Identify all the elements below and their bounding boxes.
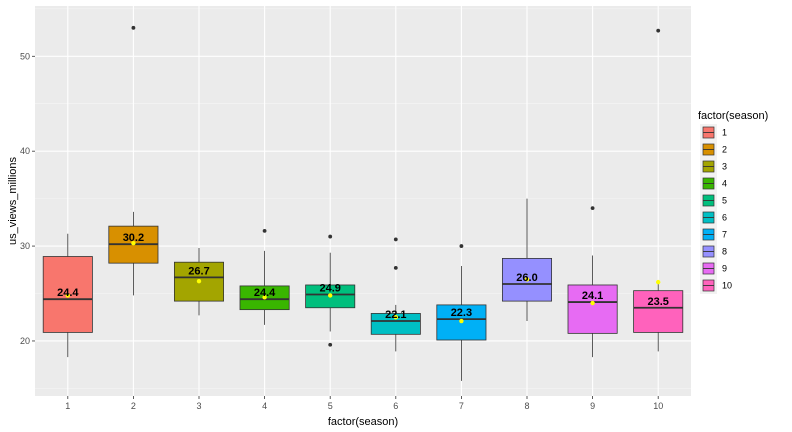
y-axis-ticks: 20 30 40 50 <box>20 51 35 346</box>
legend: factor(season) 1 2 3 4 5 6 7 8 9 10 <box>698 110 768 294</box>
median-label: 26.0 <box>516 272 537 284</box>
legend-label: 7 <box>722 230 727 240</box>
median-label: 24.4 <box>254 287 276 299</box>
box-body <box>633 290 684 333</box>
y-axis-title: us_views_millions <box>7 156 19 245</box>
x-tick-label: 2 <box>131 401 136 411</box>
legend-label: 10 <box>722 281 732 291</box>
outlier-point <box>262 228 267 233</box>
outlier-point <box>131 25 136 30</box>
median-label: 30.2 <box>123 232 144 244</box>
x-axis-title: factor(season) <box>328 416 398 428</box>
outlier-point <box>328 234 333 239</box>
x-tick-label: 6 <box>393 401 398 411</box>
mean-point <box>65 293 71 298</box>
mean-point <box>393 315 398 320</box>
legend-title: factor(season) <box>698 110 768 122</box>
legend-label: 2 <box>722 145 727 155</box>
legend-item-3: 3 <box>700 158 727 175</box>
x-tick-label: 5 <box>328 401 333 411</box>
box-season-3: 26.7 <box>173 247 224 316</box>
minor-gridlines <box>35 8 691 389</box>
x-tick-label: 8 <box>524 401 529 411</box>
legend-item-8: 8 <box>700 243 727 260</box>
mean-point <box>131 241 136 246</box>
outlier-point <box>328 342 333 347</box>
y-tick-label: 30 <box>20 241 30 251</box>
x-axis-ticks: 1 2 3 4 5 6 7 8 9 10 <box>65 396 663 411</box>
legend-item-9: 9 <box>700 260 727 277</box>
mean-point <box>656 279 661 285</box>
mean-point <box>524 277 530 282</box>
outlier-point <box>590 206 595 211</box>
outlier-point <box>393 237 398 242</box>
box-season-1: 24.4 <box>42 233 93 358</box>
box-season-5: 24.9 <box>305 234 356 347</box>
median-label: 24.4 <box>57 287 79 299</box>
x-tick-label: 1 <box>65 401 70 411</box>
box-series: 24.4 30.2 26.7 24.4 24.9 22.1 22.3 26.0 24.1 23.5 <box>42 25 684 381</box>
mean-point <box>590 300 595 306</box>
box-season-2: 30.2 <box>108 25 159 296</box>
legend-item-4: 4 <box>700 175 727 192</box>
median-label: 23.5 <box>647 296 668 308</box>
median-label: 24.1 <box>582 290 603 302</box>
mean-point <box>328 293 333 298</box>
median-label: 26.7 <box>188 265 209 277</box>
outlier-point <box>459 244 464 248</box>
legend-item-6: 6 <box>700 209 727 226</box>
legend-label: 8 <box>722 247 727 257</box>
legend-label: 3 <box>722 162 727 172</box>
mean-point <box>196 278 202 284</box>
legend-item-7: 7 <box>700 226 727 243</box>
box-body <box>567 284 618 334</box>
outlier-point <box>393 265 398 270</box>
box-season-7: 22.3 <box>436 244 487 381</box>
y-tick-label: 50 <box>20 51 30 61</box>
legend-item-10: 10 <box>700 277 732 294</box>
mean-point <box>262 295 267 300</box>
x-tick-label: 9 <box>590 401 595 411</box>
legend-item-2: 2 <box>700 141 727 158</box>
box-body <box>370 313 421 335</box>
x-tick-label: 10 <box>653 401 663 411</box>
legend-label: 5 <box>722 196 727 206</box>
box-season-4: 24.4 <box>239 228 290 325</box>
legend-label: 1 <box>722 128 727 138</box>
x-tick-label: 3 <box>196 401 201 411</box>
legend-item-1: 1 <box>700 124 727 141</box>
legend-label: 6 <box>722 213 727 223</box>
legend-label: 9 <box>722 264 727 274</box>
box-body <box>501 258 552 302</box>
y-tick-label: 40 <box>20 146 30 156</box>
outlier-point <box>656 28 661 33</box>
box-season-8: 26.0 <box>501 198 552 322</box>
y-tick-label: 20 <box>20 336 30 346</box>
legend-item-5: 5 <box>700 192 727 209</box>
median-label: 22.1 <box>385 309 406 321</box>
x-tick-label: 4 <box>262 401 267 411</box>
box-season-10: 23.5 <box>633 28 684 352</box>
legend-label: 4 <box>722 179 727 189</box>
median-label: 24.9 <box>319 282 340 294</box>
x-tick-label: 7 <box>459 401 464 411</box>
mean-point <box>459 318 464 324</box>
box-season-6: 22.1 <box>370 237 421 352</box>
median-label: 22.3 <box>451 307 472 319</box>
box-season-9: 24.1 <box>567 206 618 358</box>
